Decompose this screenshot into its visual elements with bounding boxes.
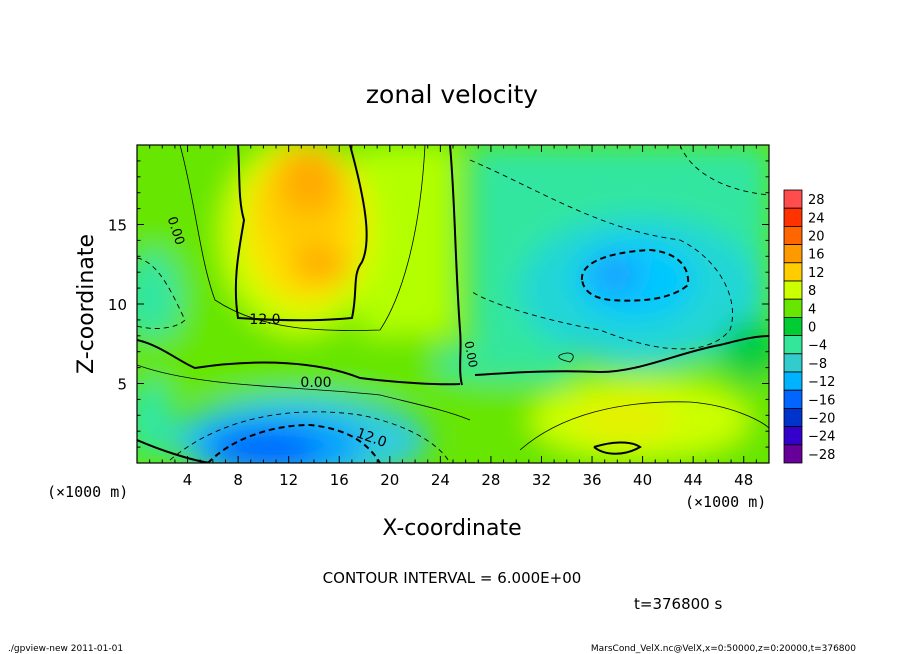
colorbar-label: 16	[808, 248, 825, 263]
contour-label: 12.0	[249, 312, 280, 328]
colorbar-label: −24	[808, 430, 835, 445]
y-tick-label: 15	[108, 217, 127, 235]
x-unit-left: (×1000 m)	[47, 483, 128, 501]
x-tick-label: 40	[633, 471, 652, 489]
colorbar-swatch	[783, 316, 803, 336]
x-tick-label: 48	[734, 471, 753, 489]
x-tick-label: 16	[330, 471, 349, 489]
chart-title: zonal velocity	[366, 80, 538, 109]
footer-left: ./gpview-new 2011-01-01	[8, 644, 123, 654]
x-tick-label: 12	[279, 471, 298, 489]
y-axis: 5 10 15	[108, 160, 769, 448]
contour-label: 0.00	[462, 340, 480, 369]
x-tick-label: 4	[183, 471, 193, 489]
colorbar-label: −20	[808, 412, 835, 427]
colorbar-swatch	[783, 244, 803, 264]
colorbar-label: −28	[808, 448, 835, 463]
time-stamp: t=376800 s	[634, 595, 722, 613]
x-tick-label: 20	[380, 471, 399, 489]
colorbar-label: 24	[808, 211, 825, 226]
colorbar-swatch	[783, 189, 803, 209]
x-tick-label: 28	[481, 471, 500, 489]
colorbar-label: 4	[808, 302, 816, 317]
colorbar-swatch	[783, 298, 803, 318]
colorbar-label: 0	[808, 321, 816, 336]
x-tick-label: 36	[582, 471, 601, 489]
zero-contours	[137, 145, 769, 463]
colorbar-label: −4	[808, 339, 827, 354]
x-tick-label: 24	[431, 471, 450, 489]
colorbar-swatch	[783, 262, 803, 282]
colorbar-label: 20	[808, 230, 825, 245]
colorbar-label: 8	[808, 284, 816, 299]
x-axis-label: X-coordinate	[382, 516, 521, 541]
y-tick-label: 10	[108, 296, 127, 314]
x-axis: 4 8 12 16 20 24 28 32 36 40 44 48	[149, 145, 757, 489]
colorbar-swatch	[783, 280, 803, 300]
colorbar: 28 24 20 16 12 8 4 0 −4 −8 −12 −16 −20 −24 −28	[783, 189, 835, 464]
colorbar-label: 12	[808, 266, 825, 281]
negative-contours	[137, 145, 769, 463]
colorbar-label: 28	[808, 193, 825, 208]
colorbar-swatch	[783, 407, 803, 427]
contour-interval: CONTOUR INTERVAL = 6.000E+00	[323, 569, 582, 587]
colorbar-label: −8	[808, 357, 827, 372]
colorbar-swatch	[783, 389, 803, 409]
x-tick-label: 32	[532, 471, 551, 489]
x-unit-right: (×1000 m)	[685, 493, 766, 511]
plot-area	[137, 145, 769, 463]
colorbar-swatch	[783, 444, 803, 464]
x-tick-label: 8	[233, 471, 243, 489]
contour-label: 0.00	[300, 375, 331, 391]
y-tick-label: 5	[117, 376, 127, 394]
thin-contours	[137, 145, 769, 451]
colorbar-swatch	[783, 371, 803, 391]
y-axis-label: Z-coordinate	[74, 234, 99, 374]
colorbar-label: −16	[808, 393, 835, 408]
footer-right: MarsCond_VelX.nc@VelX,x=0:50000,z=0:2000…	[591, 644, 856, 654]
x-tick-label: 44	[684, 471, 703, 489]
colorbar-swatch	[783, 353, 803, 373]
strong-negative-contours	[207, 248, 690, 463]
colorbar-swatch	[783, 225, 803, 245]
colorbar-swatch	[783, 426, 803, 446]
colorbar-label: −12	[808, 375, 835, 390]
colorbar-swatch	[783, 207, 803, 227]
colorbar-swatch	[783, 335, 803, 355]
field-blobs	[137, 145, 769, 463]
